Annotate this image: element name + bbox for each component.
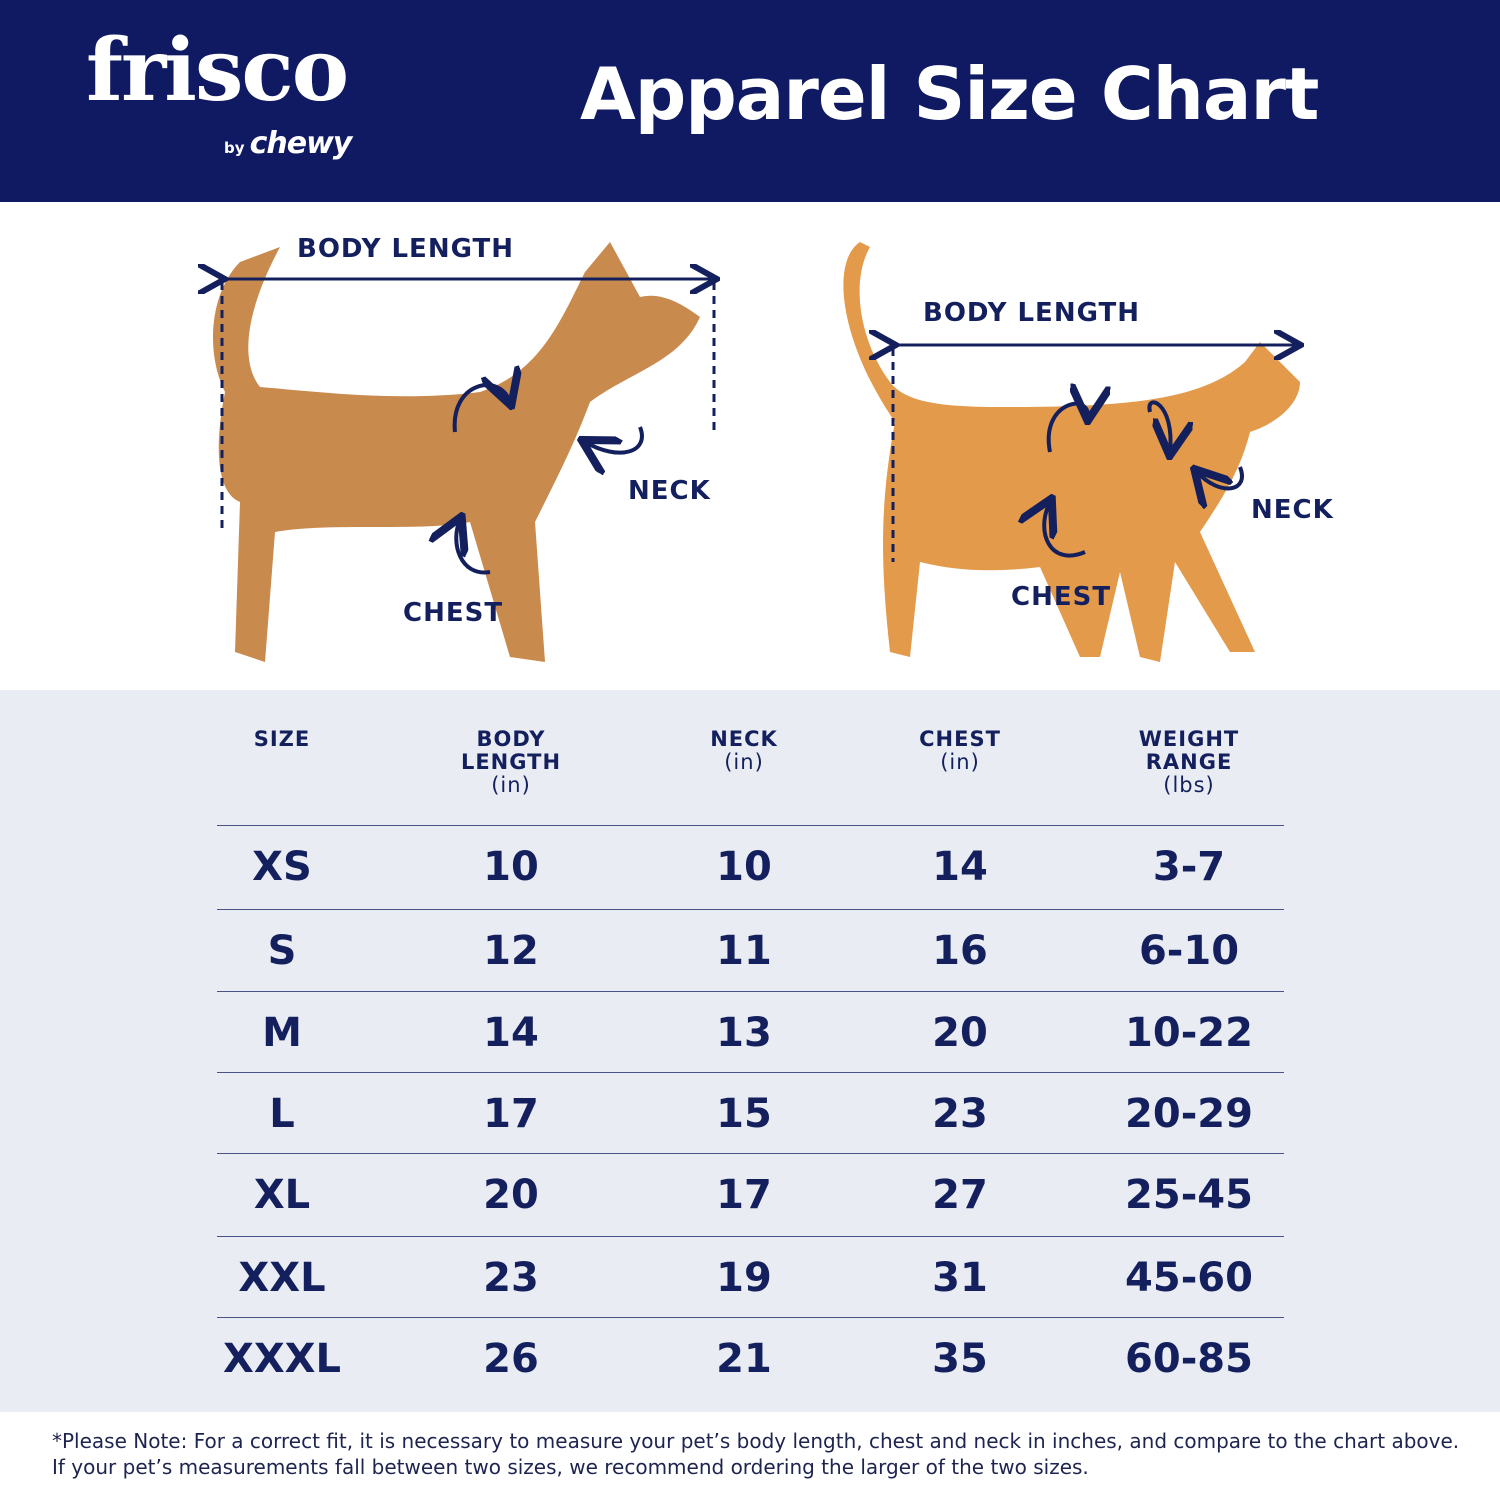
logo-wordmark: frisco [86, 20, 349, 121]
cell-size: XXL [238, 1255, 326, 1301]
row-divider [217, 1317, 1284, 1318]
header-weight-range: WEIGHT RANGE (lbs) [1138, 727, 1240, 797]
frisco-logo: frisco by chewy [86, 20, 352, 162]
cell-chest: 35 [932, 1336, 988, 1382]
cell-weight-range: 10-22 [1125, 1010, 1253, 1056]
fit-note: *Please Note: For a correct fit, it is n… [52, 1429, 1460, 1479]
cell-neck: 11 [716, 928, 772, 974]
measurement-diagram: BODY LENGTH NECK CHEST BODY LENGTH NECK … [0, 202, 1500, 692]
cell-chest: 27 [932, 1172, 988, 1218]
cell-neck: 10 [716, 844, 772, 890]
cell-weight-range: 45-60 [1125, 1255, 1253, 1301]
cell-size: S [267, 928, 297, 974]
cell-weight-range: 25-45 [1125, 1172, 1253, 1218]
dog-body-length-label: BODY LENGTH [297, 234, 514, 264]
table-row: M 14 13 20 10-22 [0, 992, 1500, 1074]
cell-neck: 19 [716, 1255, 772, 1301]
cell-weight-range: 60-85 [1125, 1336, 1253, 1382]
header-body-length: BODY LENGTH (in) [460, 727, 562, 797]
cell-size: XS [252, 844, 312, 890]
pet-illustrations [0, 242, 1500, 662]
cell-weight-range: 3-7 [1152, 844, 1226, 890]
logo-byline: by chewy [224, 126, 353, 161]
cell-chest: 14 [932, 844, 988, 890]
cell-weight-range: 20-29 [1125, 1091, 1253, 1137]
table-row: L 17 15 23 20-29 [0, 1073, 1500, 1155]
header-chest: CHEST (in) [919, 727, 1001, 774]
cell-neck: 17 [716, 1172, 772, 1218]
cell-chest: 31 [932, 1255, 988, 1301]
row-divider [217, 1236, 1284, 1237]
row-divider [217, 991, 1284, 992]
cell-body-length: 23 [483, 1255, 539, 1301]
cell-body-length: 20 [483, 1172, 539, 1218]
dog-chest-label: CHEST [403, 598, 504, 628]
row-divider [217, 825, 1284, 826]
cell-size: L [269, 1091, 295, 1137]
cell-size: M [262, 1010, 302, 1056]
header-size: SIZE [253, 727, 311, 751]
table-row: XS 10 10 14 3-7 [0, 826, 1500, 908]
logo-by: by [224, 139, 245, 157]
cell-size: XXXL [222, 1336, 341, 1382]
dog-image [213, 242, 714, 662]
cell-weight-range: 6-10 [1138, 928, 1240, 974]
table-row: XXXL 26 21 35 60-85 [0, 1318, 1500, 1400]
cat-body-length-label: BODY LENGTH [923, 298, 1140, 328]
header-banner: frisco by chewy Apparel Size Chart [0, 0, 1500, 202]
table-row: XXL 23 19 31 45-60 [0, 1237, 1500, 1319]
cell-body-length: 10 [483, 844, 539, 890]
cell-neck: 15 [716, 1091, 772, 1137]
page-title: Apparel Size Chart [580, 52, 1319, 136]
cat-chest-label: CHEST [1011, 582, 1112, 612]
cell-body-length: 26 [483, 1336, 539, 1382]
table-row: XL 20 17 27 25-45 [0, 1154, 1500, 1236]
cell-neck: 13 [716, 1010, 772, 1056]
cat-neck-label: NECK [1251, 495, 1334, 525]
row-divider [217, 1072, 1284, 1073]
logo-chewy: chewy [249, 126, 353, 161]
cell-chest: 23 [932, 1091, 988, 1137]
cell-body-length: 17 [483, 1091, 539, 1137]
cell-chest: 16 [932, 928, 988, 974]
header-neck: NECK (in) [710, 727, 778, 774]
cell-body-length: 14 [483, 1010, 539, 1056]
row-divider [217, 1153, 1284, 1154]
size-table: SIZE BODY LENGTH (in) NECK (in) CHEST (in) … [0, 690, 1500, 1412]
dog-neck-label: NECK [628, 476, 711, 506]
cell-neck: 21 [716, 1336, 772, 1382]
cell-chest: 20 [932, 1010, 988, 1056]
table-row: S 12 11 16 6-10 [0, 910, 1500, 992]
row-divider [217, 909, 1284, 910]
cat-image [843, 242, 1300, 662]
cell-size: XL [253, 1172, 311, 1218]
cell-body-length: 12 [483, 928, 539, 974]
